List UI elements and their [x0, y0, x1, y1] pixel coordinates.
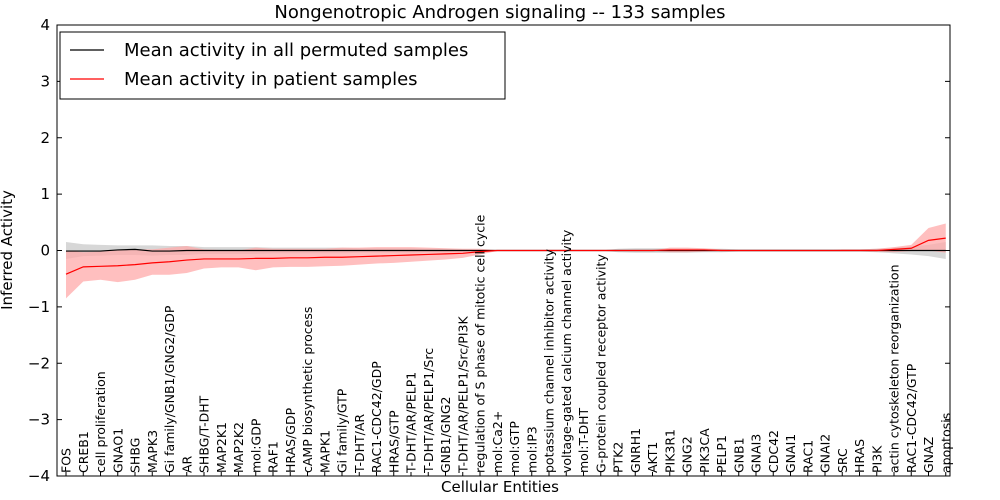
x-tick-label: GNAI1	[783, 434, 798, 473]
x-tick-label: RAF1	[266, 441, 281, 473]
x-axis-label: Cellular Entities	[441, 478, 559, 496]
x-tick-label: Gi family/GNB1/GNG2/GDP	[162, 305, 177, 473]
x-tick-label: G-protein coupled receptor activity	[593, 254, 608, 473]
x-tick-label: SRC	[835, 448, 850, 473]
x-tick-label: PI3K	[869, 445, 884, 473]
confidence-bands	[66, 223, 946, 299]
x-tick-label: CDC42	[766, 430, 781, 473]
x-tick-label: CREB1	[76, 431, 91, 473]
x-tick-label: MAPK3	[145, 430, 160, 473]
x-tick-label: T-DHT/AR/PELP1/Src	[421, 348, 436, 474]
y-tick-label: −2	[28, 354, 50, 372]
x-tick-label: cAMP biosynthetic process	[300, 307, 315, 473]
x-tick-label: Gi family/GTP	[335, 388, 350, 473]
x-tick-label: MAPK1	[317, 430, 332, 473]
x-tick-label: SHBG	[128, 438, 143, 473]
x-axis: FOS CREB1 cell proliferation GNAO1 SHBG MAPK3…	[59, 214, 953, 476]
x-tick-label: regulation of S phase of mitotic cell cy…	[473, 214, 488, 473]
x-tick-label: GNG2	[680, 436, 695, 473]
x-tick-label: GNB1/GNG2	[438, 397, 453, 473]
x-tick-label: actin cytoskeleton reorganization	[887, 264, 902, 473]
x-tick-label: GNB1	[731, 437, 746, 473]
x-tick-label: HRAS/GTP	[386, 410, 401, 473]
y-tick-label: 4	[40, 16, 50, 34]
x-tick-label: GNAI2	[818, 434, 833, 473]
chart-title: Nongenotropic Androgen signaling -- 133 …	[274, 2, 725, 23]
x-tick-label: HRAS	[852, 439, 867, 473]
y-tick-label: 2	[40, 129, 50, 147]
legend-box	[59, 31, 506, 100]
x-tick-label: GNAZ	[921, 437, 936, 473]
band-patient	[66, 223, 946, 299]
x-tick-label: cell proliferation	[93, 371, 108, 473]
x-tick-label: T-DHT/AR/PELP1/Src/PI3K	[455, 316, 470, 474]
x-tick-label: RAC1	[800, 440, 815, 473]
x-tick-label: PELP1	[714, 435, 729, 473]
y-tick-label: −4	[28, 467, 50, 485]
x-tick-label: T-DHT/AR/PELP1	[404, 372, 419, 474]
y-tick-label: −1	[28, 298, 50, 316]
x-tick-label: MAP2K2	[231, 422, 246, 473]
x-tick-label: AR	[179, 455, 194, 473]
legend-label-permuted: Mean activity in all permuted samples	[124, 40, 468, 61]
x-tick-label: mol:IP3	[524, 426, 539, 473]
x-tick-label: potassium channel inhibitor activity	[542, 248, 557, 473]
x-tick-label: T-DHT/AR	[352, 414, 367, 474]
y-tick-label: 0	[40, 242, 50, 260]
x-tick-label: GNRH1	[628, 428, 643, 473]
y-tick-label: −3	[28, 411, 50, 429]
x-tick-label: AKT1	[645, 442, 660, 473]
x-tick-label: RAC1-CDC42/GDP	[369, 361, 384, 473]
x-tick-label: mol:GDP	[248, 418, 263, 473]
x-tick-label: MAP2K1	[214, 422, 229, 473]
x-tick-label: PIK3R1	[662, 429, 677, 473]
x-tick-label: PIK3CA	[697, 428, 712, 473]
x-tick-label: apoptosis	[938, 413, 953, 473]
legend-label-patient: Mean activity in patient samples	[124, 69, 418, 90]
x-tick-label: voltage-gated calcium channel activity	[559, 229, 574, 473]
x-tick-label: mol:T-DHT	[576, 407, 591, 473]
x-tick-label: SHBG/T-DHT	[197, 395, 212, 473]
y-tick-label: 1	[40, 185, 50, 203]
x-tick-label: HRAS/GDP	[283, 407, 298, 473]
series-lines	[65, 237, 946, 275]
x-tick-label: mol:Ca2+	[490, 411, 505, 473]
x-tick-label: RAC1-CDC42/GTP	[904, 363, 919, 473]
y-tick-label: 3	[40, 72, 50, 90]
x-tick-label: FOS	[59, 448, 74, 473]
y-axis-label: Inferred Activity	[0, 190, 16, 310]
x-tick-label: GNAO1	[110, 428, 125, 473]
y-axis: 4 3 2 1 0 −1 −2 −3 −4	[28, 16, 950, 485]
x-tick-label: GNAI3	[749, 434, 764, 473]
line-patient	[65, 237, 946, 275]
x-tick-label: mol:GTP	[507, 421, 522, 473]
legend: Mean activity in all permuted samples Me…	[59, 31, 506, 100]
x-tick-label: PTK2	[611, 442, 626, 473]
